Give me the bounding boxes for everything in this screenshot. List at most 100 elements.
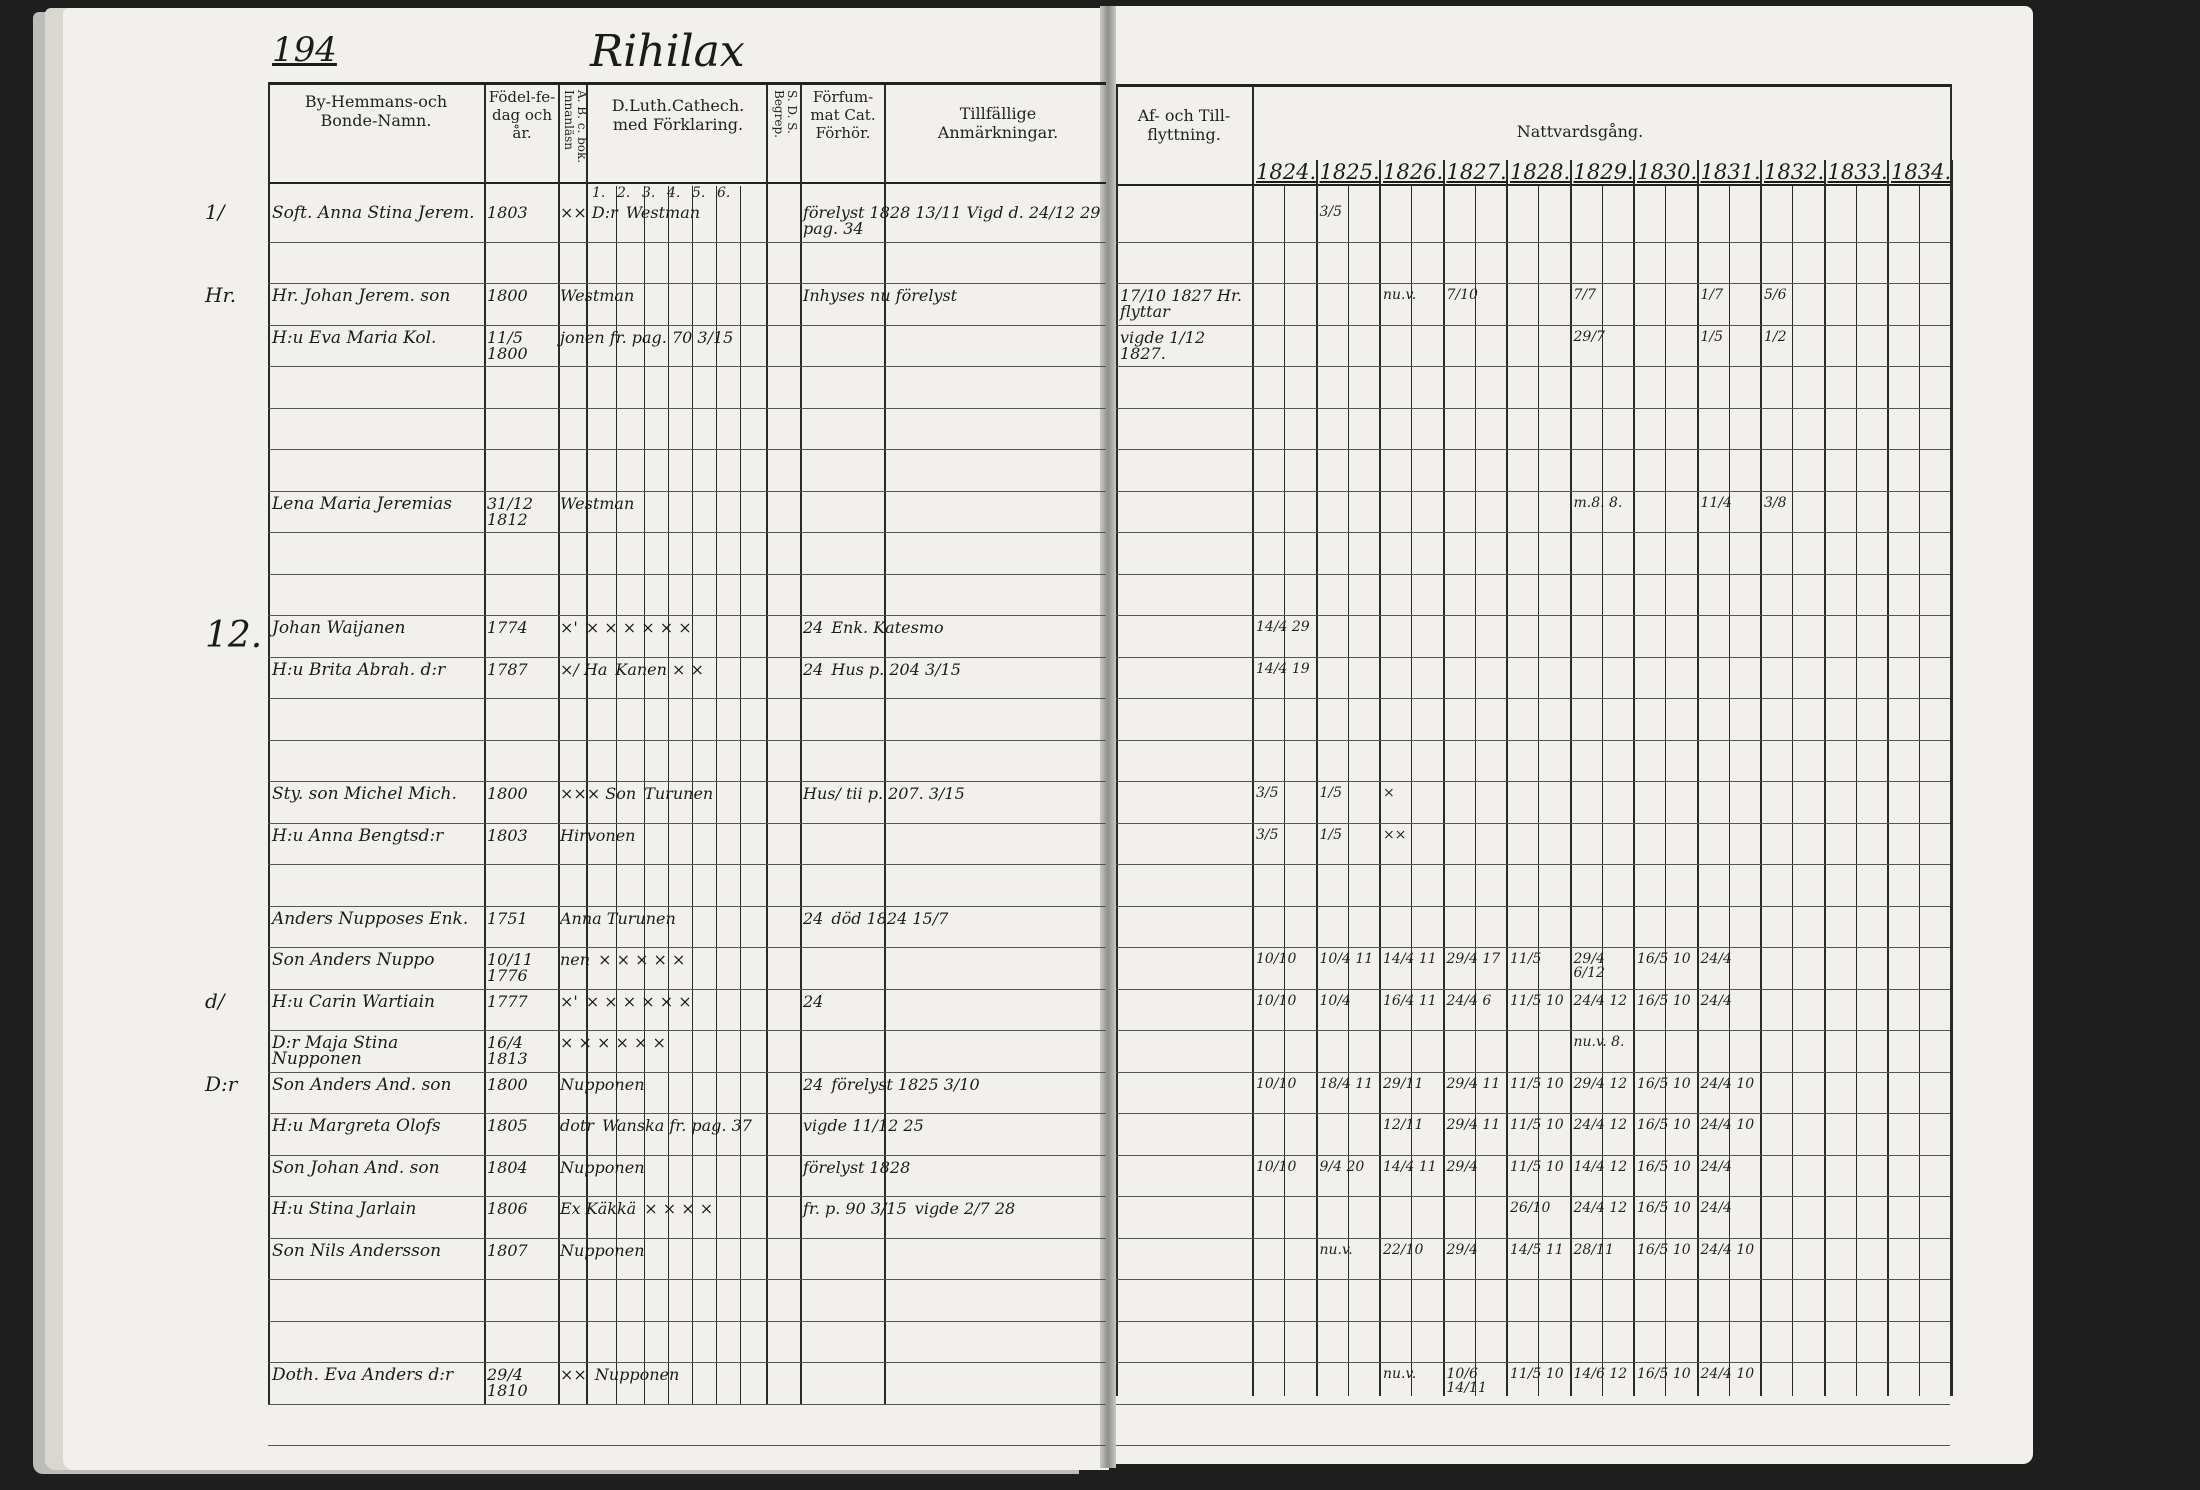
birth-date: 11/5 1800 <box>487 327 528 363</box>
household-mark: Hr. <box>205 283 237 307</box>
row-rule <box>1116 1154 1950 1156</box>
missed-entry: fr. p. 90 3/15 <box>803 1199 907 1218</box>
row-rule <box>1116 449 1950 450</box>
catechism-entry: Nupponen <box>560 1074 645 1094</box>
catechism-entry: Nupponen <box>560 1157 645 1177</box>
half-column-rule <box>1538 186 1539 1396</box>
row-rule <box>268 698 1106 699</box>
header-missed: Förfum-mat Cat. Förhör. <box>810 88 876 142</box>
communion-mark: 5/6 <box>1764 287 1787 303</box>
header-bottom-rule <box>268 182 1106 184</box>
header-top-rule <box>268 82 1106 85</box>
year-header: 1830. <box>1637 160 1698 184</box>
communion-mark: nu.v. <box>1319 1241 1353 1258</box>
communion-mark: 10/4 11 <box>1319 951 1374 967</box>
birth-date: 1800 <box>487 1074 528 1094</box>
row-rule <box>268 1196 1106 1197</box>
row-rule <box>268 1030 1106 1031</box>
row-rule <box>1116 283 1950 284</box>
communion-mark: 24/4 <box>1700 1158 1732 1175</box>
row-rule <box>268 1445 1106 1446</box>
communion-mark: × <box>1383 785 1395 801</box>
year-header: 1825. <box>1319 160 1380 184</box>
catechism-entry: × × × × × × <box>560 1033 666 1052</box>
subcolumn-rule <box>740 186 741 1404</box>
row-rule <box>1116 781 1950 782</box>
column-rule <box>800 84 802 1404</box>
village-name: Rihilax <box>590 26 745 77</box>
year-column-rule <box>1823 160 1826 1396</box>
subcolumn-rule <box>644 186 645 1404</box>
communion-mark: 3/5 <box>1256 826 1279 843</box>
row-rule <box>1116 1362 1950 1363</box>
row-rule <box>268 1362 1106 1363</box>
communion-mark: 10/10 <box>1256 992 1297 1009</box>
row-rule <box>1116 656 1950 658</box>
communion-mark: 29/4 12 <box>1573 1075 1628 1092</box>
catechism-part: 1. <box>592 185 606 201</box>
year-header: 1828. <box>1510 160 1571 184</box>
row-rule <box>1116 532 1950 533</box>
communion-mark: 24/4 12 <box>1573 1200 1628 1216</box>
communion-mark: 24/4 10 <box>1700 1075 1755 1092</box>
year-header: 1834. <box>1891 160 1952 184</box>
catechism-entry: jonen fr. pag. 70 3/15 <box>560 327 734 347</box>
catechism-entry: Hirvonen <box>560 825 636 845</box>
abc-mark: dotr <box>560 1116 594 1135</box>
subcolumn-rule <box>616 186 617 1404</box>
row-rule <box>268 490 1106 492</box>
row-rule <box>268 1071 1106 1073</box>
catechism-flow: ×' × × × × × × <box>560 991 796 1011</box>
header-communion: Nattvardsgång. <box>1516 122 1644 141</box>
communion-mark: 24/4 10 <box>1700 1366 1755 1382</box>
catechism-entry: × × × × <box>644 1199 714 1218</box>
communion-mark: 29/4 11 <box>1446 1075 1501 1092</box>
abc-mark: ×× <box>560 1365 587 1384</box>
person-name: Johan Waijanen <box>272 618 406 638</box>
communion-mark: nu.v. <box>1383 1366 1417 1382</box>
remarks-flow: förelyst 1828 <box>803 1159 1103 1176</box>
remarks-flow: fr. p. 90 3/15 vigde 2/7 28 <box>803 1201 1103 1217</box>
year-column-rule <box>1887 160 1889 1396</box>
communion-mark: 29/11 <box>1383 1075 1424 1092</box>
row-rule <box>1116 1237 1950 1239</box>
catechism-entry: Wanska fr. pag. 37 <box>601 1116 752 1135</box>
communion-mark: 1/5 <box>1700 328 1724 345</box>
remarks-flow: 24 Enk. Katesmo <box>803 620 1103 636</box>
communion-mark: 24/4 10 <box>1700 1117 1755 1133</box>
catechism-part: 4. <box>667 185 681 201</box>
communion-mark: 14/4 12 <box>1573 1158 1628 1175</box>
communion-mark: 11/5 10 <box>1510 1075 1564 1092</box>
row-rule <box>1116 324 1950 326</box>
remarks-flow: förelyst 1828 13/11 Vigd d. 24/12 29 pag… <box>803 205 1103 237</box>
birth-date: 1803 <box>487 203 528 222</box>
communion-mark: 16/5 10 <box>1637 1241 1691 1258</box>
communion-mark: 7/7 <box>1573 287 1597 303</box>
column-rule <box>1116 86 1118 1396</box>
remark-entry: Hus/ tii p. 207. 3/15 <box>803 784 965 803</box>
row-rule <box>268 366 1106 367</box>
communion-mark: 11/5 10 <box>1510 1158 1564 1175</box>
row-rule <box>268 407 1106 409</box>
moving-entry: 17/10 1827 Hr. flyttar <box>1120 286 1242 321</box>
communion-mark: 29/7 <box>1573 328 1605 345</box>
catechism-flow: Nupponen <box>560 1157 796 1177</box>
remark-entry: vigde 11/12 25 <box>803 1116 924 1135</box>
catechism-entry: Westman <box>560 286 635 305</box>
missed-entry: 24 <box>803 991 824 1011</box>
row-rule <box>268 781 1106 782</box>
remark-entry: Hus p. 204 3/15 <box>831 659 961 679</box>
birth-date: 1804 <box>487 1157 528 1177</box>
row-rule <box>1116 1320 1950 1322</box>
remark-entry: Enk. Katesmo <box>831 618 944 637</box>
header-moving: Af- och Till-flyttning. <box>1137 106 1231 144</box>
abc-mark: ×' <box>560 991 578 1011</box>
communion-mark: 24/4 6 <box>1446 992 1492 1009</box>
communion-mark: 24/4 <box>1700 992 1732 1009</box>
communion-mark: 10/10 <box>1256 1158 1297 1175</box>
catechism-flow: Westman <box>560 288 796 304</box>
communion-mark: 16/5 10 <box>1637 951 1691 967</box>
row-rule <box>1116 947 1950 948</box>
communion-mark: 1/5 <box>1319 785 1343 801</box>
header-birth: Födel-fe-dag och år. <box>488 88 556 142</box>
